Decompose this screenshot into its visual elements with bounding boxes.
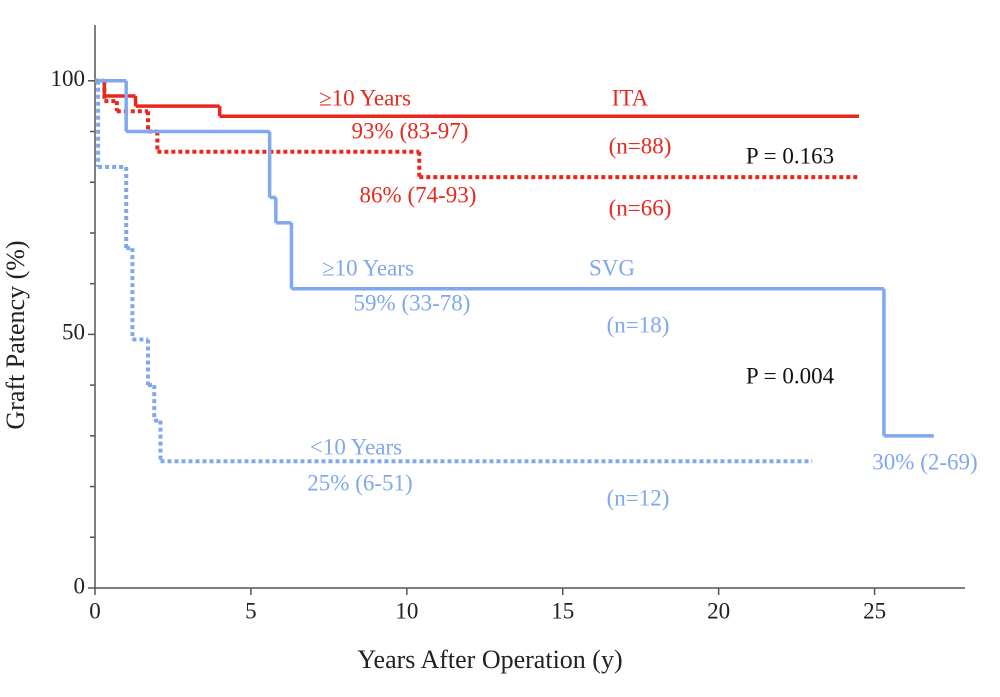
x-tick-label: 15 [551, 598, 574, 623]
annotation: 30% (2-69) [872, 449, 977, 474]
annotation: ≥10 Years [322, 255, 414, 280]
annotation: 59% (33-78) [354, 290, 471, 315]
x-tick-label: 5 [245, 598, 257, 623]
annotation: (n=12) [607, 485, 670, 510]
annotation: (n=88) [609, 133, 672, 158]
annotation: 86% (74-93) [360, 182, 477, 207]
y-tick-label: 50 [62, 320, 85, 345]
annotation: ≥10 Years [319, 85, 411, 110]
x-axis-label: Years After Operation (y) [357, 645, 622, 674]
annotation: P = 0.004 [746, 363, 835, 388]
x-tick-label: 0 [89, 598, 101, 623]
annotation: 93% (83-97) [352, 118, 469, 143]
annotation: P = 0.163 [746, 143, 834, 168]
x-tick-label: 20 [707, 598, 730, 623]
annotation: (n=66) [609, 195, 672, 220]
annotation: SVG [589, 255, 635, 280]
annotation: 25% (6-51) [307, 470, 412, 495]
x-tick-label: 10 [395, 598, 418, 623]
annotation: ITA [612, 85, 649, 110]
x-tick-label: 25 [863, 598, 886, 623]
y-tick-label: 100 [51, 66, 86, 91]
annotation: (n=18) [607, 312, 670, 337]
y-tick-label: 0 [74, 573, 86, 598]
annotation: <10 Years [310, 434, 402, 459]
y-axis-label: Graft Patency (%) [1, 240, 30, 429]
